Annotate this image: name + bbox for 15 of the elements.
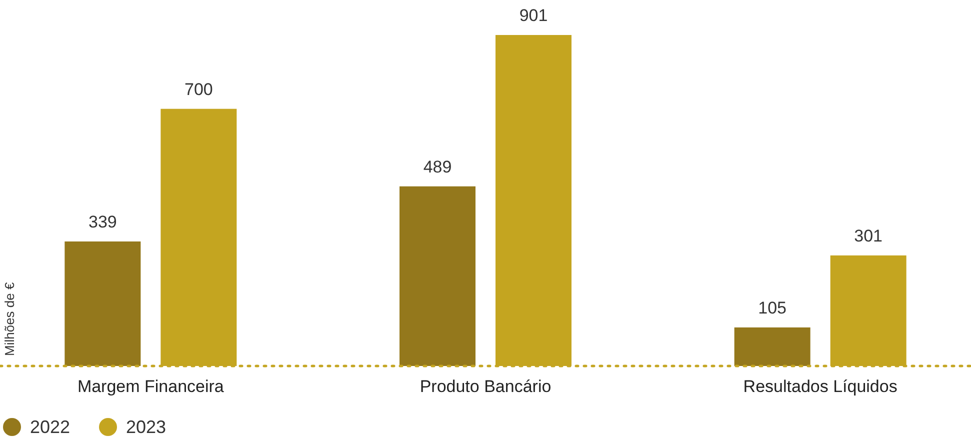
- data-label: 489: [423, 157, 452, 176]
- legend-label: 2022: [30, 417, 70, 437]
- data-label: 339: [88, 212, 117, 232]
- data-label: 301: [854, 226, 883, 246]
- x-tick-label: Produto Bancário: [420, 377, 552, 396]
- legend-label: 2023: [126, 417, 166, 437]
- y-axis-title: Milhões de €: [2, 282, 17, 356]
- data-label: 901: [519, 6, 548, 25]
- x-tick-label: Margem Financeira: [77, 377, 224, 396]
- x-tick-label: Resultados Líquidos: [743, 377, 898, 396]
- bar: [64, 241, 141, 366]
- bar: [734, 327, 810, 366]
- bar: [400, 186, 476, 366]
- data-label: 700: [184, 80, 213, 99]
- data-label: 105: [758, 298, 787, 318]
